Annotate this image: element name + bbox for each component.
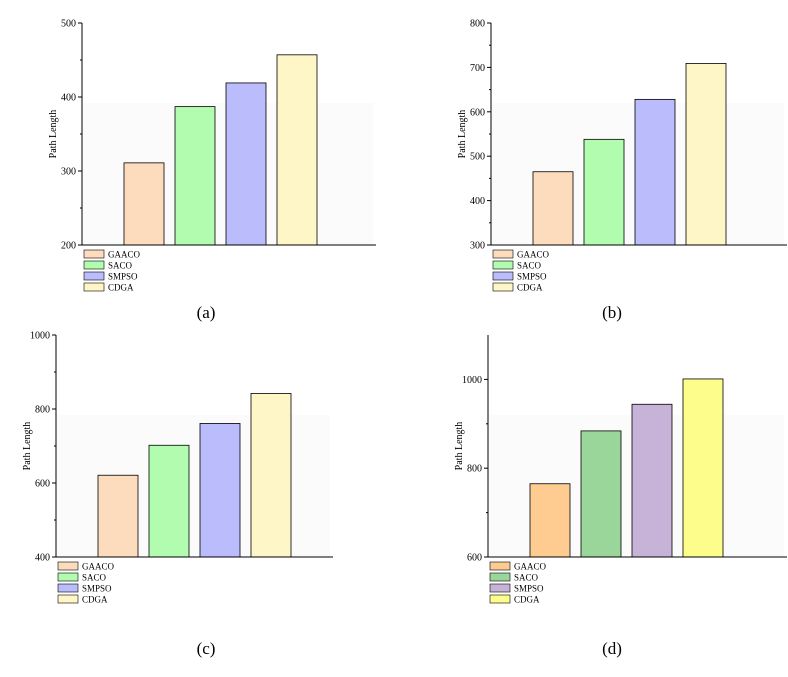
legend-swatch-cdga (83, 282, 105, 292)
y-axis-title: Path Length (48, 110, 59, 159)
y-tick-label: 800 (35, 405, 50, 416)
legend-swatch-smpso (83, 271, 105, 281)
bar-cdga (682, 378, 724, 558)
bar-smpso (199, 423, 241, 558)
chart-panel-b: 300 400 500 600 700 800 Path Length GAACOSACOSM… (457, 19, 787, 322)
legend-swatch-cdga (57, 594, 79, 604)
chart-panel-c: 400 600 800 1000 Path Length GAACOSACOSMPSOCD… (22, 331, 333, 658)
y-tick-label: 600 (35, 479, 50, 490)
legend-swatch-saco (489, 572, 511, 582)
bar-gaaco (97, 474, 139, 558)
legend-label-gaaco: GAACO (108, 250, 141, 260)
legend-label-cdga: CDGA (108, 283, 134, 293)
bar-saco (174, 106, 216, 246)
legend-swatch-saco (57, 572, 79, 582)
legend-label-smpso: SMPSO (517, 272, 547, 282)
legend-label-gaaco: GAACO (514, 562, 547, 572)
panel-caption: (a) (197, 303, 216, 322)
y-tick-label: 300 (470, 241, 485, 252)
panel-caption: (d) (602, 639, 622, 658)
legend-label-gaaco: GAACO (517, 250, 550, 260)
y-tick-label: 600 (467, 553, 482, 564)
legend-swatch-gaaco (489, 561, 511, 571)
panel-caption: (b) (602, 303, 622, 322)
bar-smpso (631, 403, 673, 558)
y-axis-title: Path Length (457, 110, 468, 159)
bar-cdga (276, 54, 318, 246)
bar-gaaco (529, 483, 571, 558)
bar-saco (583, 138, 625, 246)
y-axis-title: Path Length (454, 422, 465, 471)
bar-cdga (250, 393, 292, 558)
legend-label-cdga: CDGA (514, 595, 540, 605)
legend-label-saco: SACO (82, 573, 107, 583)
bar-cdga (685, 63, 727, 246)
legend-swatch-cdga (492, 282, 514, 292)
bar-gaaco (123, 162, 165, 246)
bar-smpso (225, 82, 267, 246)
legend-label-smpso: SMPSO (82, 584, 112, 594)
legend-label-gaaco: GAACO (82, 562, 115, 572)
legend-swatch-gaaco (492, 249, 514, 259)
legend-label-smpso: SMPSO (108, 272, 138, 282)
legend-swatch-saco (83, 260, 105, 270)
legend-label-saco: SACO (108, 261, 133, 271)
y-tick-label: 500 (61, 19, 76, 30)
y-tick-label: 500 (470, 152, 485, 163)
legend-swatch-gaaco (83, 249, 105, 259)
bar-saco (580, 430, 622, 558)
bar-gaaco (532, 171, 574, 246)
y-tick-label: 800 (470, 19, 485, 30)
y-tick-label: 1000 (30, 331, 50, 342)
y-tick-label: 700 (470, 63, 485, 74)
bar-saco (148, 444, 190, 558)
legend-swatch-saco (492, 260, 514, 270)
legend-swatch-cdga (489, 594, 511, 604)
legend-swatch-smpso (489, 583, 511, 593)
legend-label-smpso: SMPSO (514, 584, 544, 594)
bar-smpso (634, 98, 676, 246)
y-tick-label: 400 (470, 196, 485, 207)
y-tick-label: 200 (61, 241, 76, 252)
legend-label-saco: SACO (514, 573, 539, 583)
chart-panel-a: 200 300 400 500 Path Length GAACOSACOSMPSOCDG… (48, 19, 376, 322)
legend-label-cdga: CDGA (517, 283, 543, 293)
legend-swatch-gaaco (57, 561, 79, 571)
y-tick-label: 300 (61, 167, 76, 178)
legend-swatch-smpso (57, 583, 79, 593)
y-tick-label: 400 (35, 553, 50, 564)
legend-label-cdga: CDGA (82, 595, 108, 605)
y-tick-label: 1000 (462, 375, 482, 386)
legend-label-saco: SACO (517, 261, 542, 271)
y-axis-title: Path Length (22, 422, 33, 471)
y-tick-label: 800 (467, 464, 482, 475)
legend-swatch-smpso (492, 271, 514, 281)
panel-caption: (c) (197, 639, 216, 658)
y-tick-label: 600 (470, 107, 485, 118)
y-tick-label: 400 (61, 93, 76, 104)
